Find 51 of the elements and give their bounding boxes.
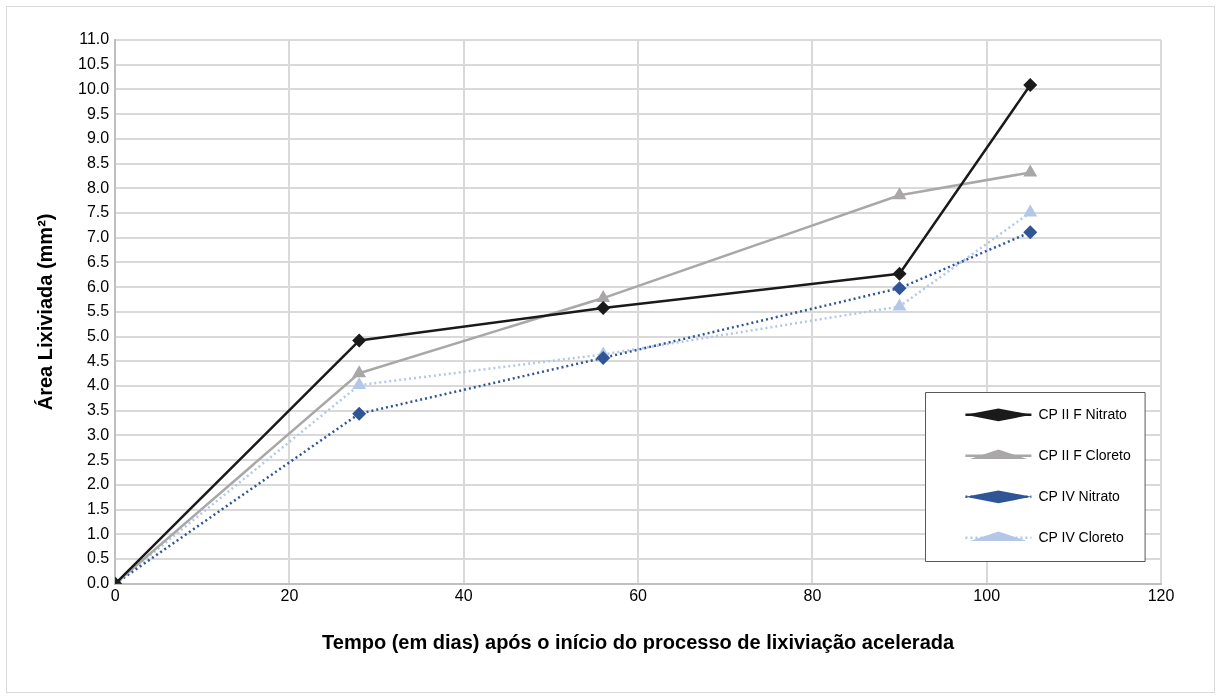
point — [892, 281, 907, 296]
x-tick-label: 0 — [110, 586, 120, 604]
point — [596, 300, 611, 315]
y-tick-label: 6.0 — [86, 277, 110, 295]
point — [1023, 77, 1038, 92]
y-tick-label: 2.5 — [86, 450, 110, 468]
point — [892, 266, 907, 281]
legend-label: CP II F Cloreto — [1038, 446, 1131, 463]
legend-label: CP IV Nitrato — [1038, 487, 1121, 504]
x-tick-label: 80 — [803, 586, 822, 604]
y-tick-label: 9.5 — [86, 104, 110, 122]
y-tick-label: 4.5 — [86, 351, 110, 369]
point — [1023, 204, 1038, 217]
y-tick-label: 1.5 — [86, 500, 110, 518]
y-tick-label: 7.5 — [86, 203, 110, 221]
y-tick-label: 4.0 — [86, 376, 110, 394]
point — [892, 298, 907, 311]
y-axis-title: Área Lixiviada (mm²) — [33, 213, 56, 411]
y-tick-label: 1.0 — [86, 524, 110, 542]
y-tick-label: 2.0 — [86, 475, 110, 493]
y-tick-label: 3.5 — [86, 401, 110, 419]
x-tick-label: 100 — [973, 586, 1001, 604]
point — [596, 350, 611, 365]
legend-label: CP IV Cloreto — [1038, 528, 1124, 545]
x-tick-label: 20 — [280, 586, 299, 604]
point — [1023, 164, 1038, 177]
y-tick-label: 0.0 — [86, 574, 110, 592]
point — [352, 377, 367, 390]
x-tick-label: 120 — [1147, 586, 1175, 604]
y-tick-label: 5.5 — [86, 302, 110, 320]
point — [352, 406, 367, 421]
x-axis-title: Tempo (em dias) após o início do processo de lixiviação acelerada — [322, 630, 955, 653]
y-tick-label: 10.5 — [78, 55, 110, 73]
y-tick-label: 10.0 — [78, 79, 110, 97]
legend-label: CP II F Nitrato — [1038, 405, 1128, 422]
y-tick-label: 5.0 — [86, 327, 110, 345]
y-tick-label: 8.0 — [86, 178, 110, 196]
point — [352, 333, 367, 348]
y-tick-label: 11.0 — [79, 30, 110, 48]
y-tick-label: 6.5 — [86, 252, 110, 270]
point — [596, 290, 611, 303]
point — [892, 187, 907, 200]
x-tick-label: 60 — [629, 586, 648, 604]
x-tick-label: 40 — [454, 586, 473, 604]
point — [1023, 225, 1038, 240]
point — [352, 365, 367, 378]
y-tick-label: 8.5 — [86, 154, 110, 171]
y-tick-label: 3.0 — [86, 425, 110, 443]
y-tick-label: 7.0 — [86, 228, 110, 246]
y-tick-label: 0.5 — [86, 549, 110, 567]
y-tick-label: 9.0 — [86, 129, 110, 147]
